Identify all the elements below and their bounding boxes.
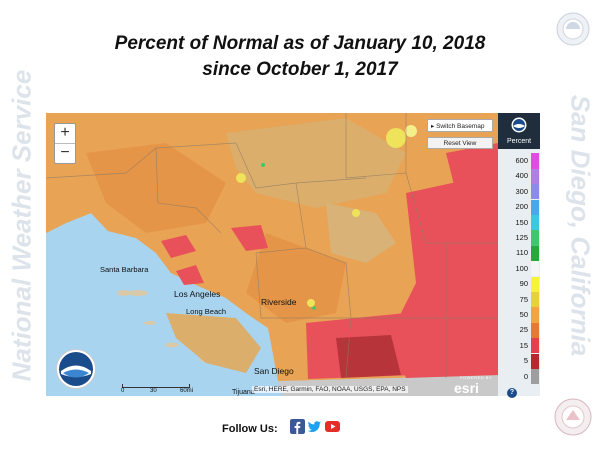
legend-label: 400 [515, 171, 528, 181]
legend-swatch [531, 307, 539, 323]
legend-swatch [531, 245, 539, 262]
legend-swatch [531, 353, 539, 369]
zoom-control: + − [54, 123, 76, 164]
legend-swatch [531, 214, 539, 231]
map-legend: Percent 600 400 300 200 150 125 110 100 90 75 50 25… [498, 113, 540, 396]
legend-header: Percent [498, 113, 540, 149]
play-icon: ▸ [431, 123, 437, 130]
follow-us-label: Follow Us: [222, 423, 278, 435]
map-title-line2: since October 1, 2017 [202, 59, 398, 80]
help-icon[interactable]: ? [507, 388, 517, 398]
switch-basemap-label: Switch Basemap [436, 123, 485, 130]
legend-label: 75 [519, 294, 528, 304]
city-long-beach: Long Beach [186, 307, 227, 316]
legend-label: 200 [515, 202, 528, 212]
legend-swatch [531, 276, 539, 292]
legend-swatch [531, 291, 539, 308]
zoom-in-button[interactable]: + [55, 124, 75, 144]
map-title-line1: Percent of Normal as of January 10, 2018 [114, 33, 486, 54]
map-canvas [46, 113, 498, 396]
twitter-bird [307, 421, 321, 432]
legend-swatch [531, 322, 539, 339]
noaa-legend-icon [511, 117, 527, 133]
reset-view-button[interactable]: Reset View [427, 137, 493, 149]
legend-swatch [531, 168, 539, 185]
legend-swatch [531, 368, 539, 385]
legend-label: 125 [515, 233, 528, 242]
city-tijuana: Tijuana [232, 389, 255, 396]
legend-swatch [531, 184, 539, 200]
scale-label-zero: 0 [121, 388, 125, 394]
city-los-angeles: Los Angeles [174, 289, 221, 299]
facebook-icon[interactable] [290, 419, 305, 434]
city-riverside: Riverside [261, 297, 297, 307]
legend-label: 110 [516, 248, 528, 258]
switch-basemap-button[interactable]: ▸ Switch Basemap [427, 119, 493, 132]
legend-label: 5 [523, 356, 528, 366]
legend-label: 150 [515, 217, 528, 227]
precip-percent-map[interactable]: + − ▸ Switch Basemap Reset View Santa Ba… [46, 113, 498, 396]
scale-label-mid: 30 [150, 388, 157, 394]
legend-label: 25 [519, 325, 528, 335]
side-text-san-diego: San Diego, California [565, 94, 596, 357]
legend-label: 50 [519, 310, 528, 319]
legend-title: Percent [506, 138, 532, 145]
youtube-icon[interactable] [325, 419, 340, 434]
map-attribution: Esri, HERE, Garmin, FAO, NOAA, USGS, EPA… [252, 386, 408, 393]
nws-seal-bottom-icon [554, 398, 592, 436]
side-text-nws: National Weather Service [6, 69, 37, 382]
legend-swatch [531, 153, 539, 169]
noaa-logo-icon [56, 349, 96, 389]
scale-label-end: 60mi [180, 388, 194, 394]
esri-powered-by: POWERED BY [460, 375, 493, 380]
city-santa-barbara: Santa Barbara [100, 265, 149, 274]
twitter-icon[interactable] [307, 419, 322, 434]
legend-label: 15 [519, 340, 528, 350]
legend-swatch [531, 338, 539, 354]
city-san-diego: San Diego [254, 366, 294, 376]
legend-swatch [531, 230, 539, 246]
legend-label: 100 [515, 263, 528, 273]
legend-label: 300 [515, 186, 528, 196]
legend-swatch [531, 199, 539, 215]
esri-wordmark: esri [454, 380, 479, 396]
zoom-out-button[interactable]: − [60, 144, 70, 161]
legend-swatch [531, 261, 539, 277]
legend-label: 90 [519, 279, 528, 289]
legend-label: 0 [523, 371, 528, 381]
nws-logo-top-icon [556, 12, 590, 46]
legend-label: 600 [515, 156, 528, 165]
esri-logo: POWERED BY esri [454, 375, 492, 396]
